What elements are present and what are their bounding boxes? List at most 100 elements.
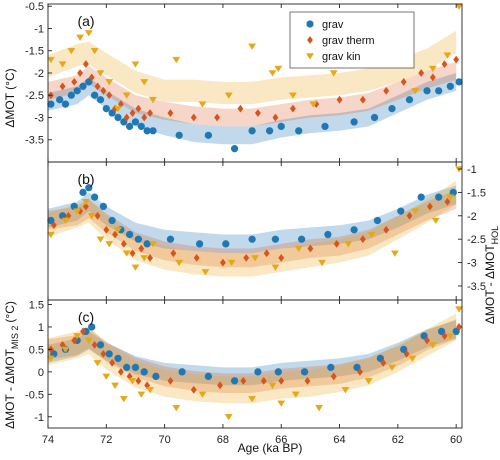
point-grav-kin xyxy=(201,269,210,276)
point-grav-therm xyxy=(94,211,101,220)
band-grav-kin xyxy=(48,313,457,404)
y-axis-title-bot-main: ΔMOT - ΔMOT xyxy=(3,348,17,428)
x-axis-title: Age (ka BP) xyxy=(238,441,303,455)
legend-label-grav: grav xyxy=(322,19,344,31)
point-grav-therm xyxy=(456,323,463,331)
point-grav-therm xyxy=(167,376,174,385)
point-grav xyxy=(152,372,160,380)
point-grav-kin xyxy=(76,34,85,41)
point-grav-kin xyxy=(81,199,90,206)
point-grav-kin xyxy=(344,241,353,248)
y-tick-label: -2 xyxy=(34,68,44,80)
point-grav xyxy=(353,363,361,371)
point-grav-therm xyxy=(217,381,223,390)
legend: grav grav therm grav kin xyxy=(289,11,415,69)
point-grav xyxy=(137,122,145,130)
point-grav-kin xyxy=(96,70,105,77)
point-grav-therm xyxy=(71,336,78,345)
point-grav xyxy=(108,109,116,117)
point-grav-therm xyxy=(304,376,311,385)
y-axis-title-top-text: ΔMOT (°C) xyxy=(3,68,17,127)
point-grav xyxy=(321,122,329,130)
x-tick-label: 66 xyxy=(275,434,287,446)
point-grav-kin xyxy=(93,360,102,367)
y-axis-title-mid-sub: HOL xyxy=(490,226,500,245)
point-grav-kin xyxy=(411,88,420,95)
y-tick-label: -2 xyxy=(467,211,477,223)
legend-label-grav-therm: grav therm xyxy=(322,35,375,47)
legend-marker-diamond xyxy=(307,36,313,44)
point-grav-therm xyxy=(82,202,89,211)
point-grav-kin xyxy=(105,79,114,86)
point-grav-therm xyxy=(307,244,314,253)
point-grav-kin xyxy=(73,208,82,215)
point-grav-kin xyxy=(61,346,70,354)
point-grav-kin xyxy=(431,217,440,225)
point-grav xyxy=(295,127,303,135)
point-grav-therm xyxy=(357,367,363,376)
point-grav-therm xyxy=(403,349,410,358)
point-grav-therm xyxy=(94,82,101,91)
point-grav-therm xyxy=(117,367,124,376)
y-tick-label: -3 xyxy=(467,258,477,270)
point-grav-kin xyxy=(58,61,67,68)
point-grav xyxy=(405,96,414,104)
point-grav-kin xyxy=(329,70,338,77)
point-grav xyxy=(266,127,274,135)
point-grav-kin xyxy=(408,355,417,363)
point-grav xyxy=(56,96,64,104)
point-grav-therm xyxy=(120,239,127,248)
y-tick-label: -2.5 xyxy=(25,90,44,102)
x-tick-label: 72 xyxy=(100,434,112,446)
band-grav-therm xyxy=(48,319,457,393)
y-axis-title-bot-unit: (°C) xyxy=(3,301,17,322)
legend-marker-shape xyxy=(306,53,314,60)
x-tick-label: 74 xyxy=(42,434,54,446)
point-grav-kin xyxy=(367,231,376,239)
point-grav xyxy=(455,78,463,86)
point-grav xyxy=(59,212,67,220)
point-grav xyxy=(85,78,93,86)
point-grav-therm xyxy=(123,113,130,122)
point-grav-kin xyxy=(248,396,257,403)
point-grav-kin xyxy=(131,61,140,68)
point-grav-kin xyxy=(46,56,55,64)
point-grav-therm xyxy=(59,82,66,91)
point-grav xyxy=(248,235,256,243)
point-grav-kin xyxy=(224,92,233,99)
point-grav xyxy=(449,188,457,196)
point-grav-kin xyxy=(146,387,155,394)
point-grav-therm xyxy=(289,104,296,113)
point-grav-therm xyxy=(190,113,197,122)
point-grav-therm xyxy=(220,258,226,267)
point-grav xyxy=(298,235,306,243)
point-grav xyxy=(131,363,140,371)
panel-b: -1 -1.5 -2 -2.5 -3 -3.5 (b) xyxy=(46,161,486,301)
point-grav-therm xyxy=(82,60,89,68)
point-grav-therm xyxy=(429,73,436,82)
y-tick-label: -1.5 xyxy=(467,187,486,199)
point-grav-therm xyxy=(441,332,448,340)
point-grav-therm xyxy=(444,197,451,206)
point-grav-therm xyxy=(214,113,221,122)
y-axis-title-bot: ΔMOT - ΔMOTMIS 2 (°C) xyxy=(3,301,20,429)
point-grav xyxy=(149,127,157,135)
point-grav-therm xyxy=(453,55,460,64)
point-grav xyxy=(327,363,335,371)
point-grav xyxy=(50,350,58,358)
point-grav-kin xyxy=(268,70,277,77)
x-tick-label: 68 xyxy=(217,434,229,446)
y-axis-title-mid-text: ΔMOT - ΔMOTHOL xyxy=(483,226,500,324)
point-grav-therm xyxy=(100,349,107,358)
y-axis-title-mid-main: ΔMOT - ΔMOT xyxy=(483,244,497,324)
point-grav xyxy=(91,91,99,99)
point-grav-therm xyxy=(50,221,57,230)
point-grav-therm xyxy=(330,372,337,381)
point-grav-therm xyxy=(260,376,267,385)
point-grav xyxy=(397,207,405,215)
point-grav-therm xyxy=(400,77,407,86)
point-grav-kin xyxy=(271,264,280,271)
point-grav xyxy=(143,240,151,248)
point-grav xyxy=(324,230,332,239)
